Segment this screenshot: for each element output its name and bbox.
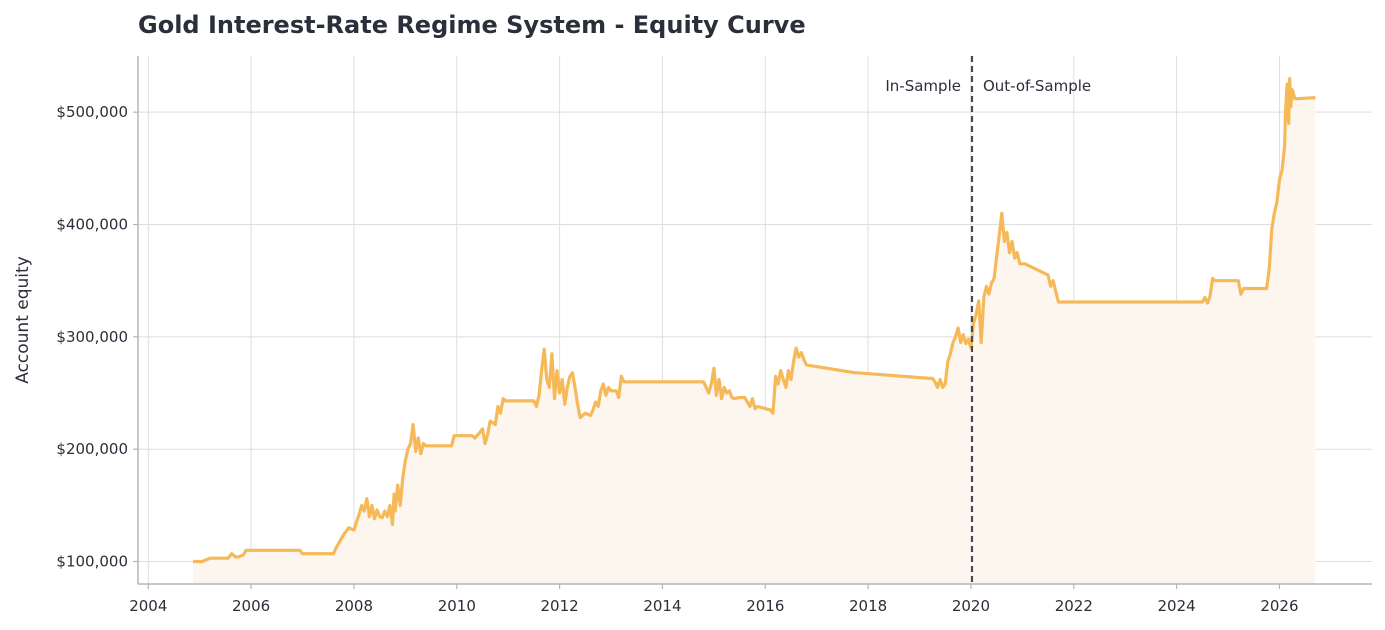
y-axis-label: Account equity <box>13 256 33 384</box>
x-tick-label: 2024 <box>1158 597 1196 615</box>
x-tick-label: 2010 <box>438 597 476 615</box>
x-tick-label: 2006 <box>232 597 270 615</box>
x-tick-label: 2026 <box>1260 597 1298 615</box>
chart-title: Gold Interest-Rate Regime System - Equit… <box>138 11 806 39</box>
y-tick-label: $400,000 <box>56 216 128 234</box>
x-tick-label: 2018 <box>849 597 887 615</box>
in-sample-label: In-Sample <box>885 77 961 95</box>
y-tick-label: $200,000 <box>56 440 128 458</box>
equity-line <box>193 76 1316 564</box>
x-tick-label: 2020 <box>952 597 990 615</box>
x-axis-ticks: 2004 2006 2008 2010 2012 2014 2016 2018 2020 2022… <box>129 584 1299 615</box>
y-tick-label: $300,000 <box>56 328 128 346</box>
x-tick-label: 2014 <box>643 597 681 615</box>
y-tick-label: $500,000 <box>56 103 128 121</box>
x-tick-label: 2022 <box>1055 597 1093 615</box>
x-tick-label: 2012 <box>541 597 579 615</box>
equity-area-fill <box>193 78 1316 584</box>
x-tick-label: 2004 <box>129 597 167 615</box>
y-axis-ticks: $100,000 $200,000 $300,000 $400,000 $500,000 <box>56 103 138 571</box>
x-tick-label: 2016 <box>746 597 784 615</box>
axes <box>137 56 1372 585</box>
y-tick-label: $100,000 <box>56 553 128 571</box>
x-tick-label: 2008 <box>335 597 373 615</box>
out-of-sample-label: Out-of-Sample <box>983 77 1091 95</box>
